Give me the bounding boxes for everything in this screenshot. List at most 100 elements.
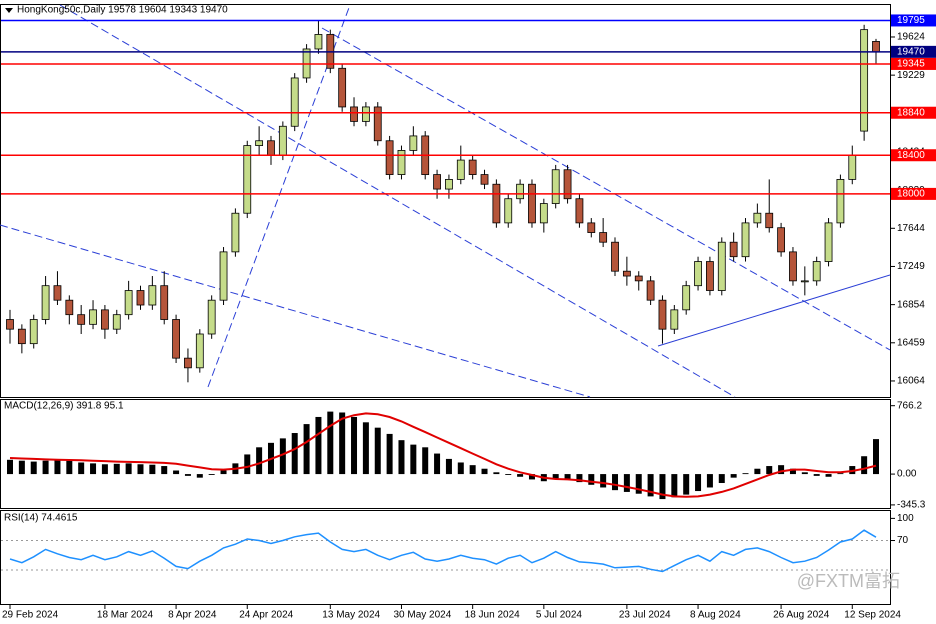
candle-body — [17, 328, 26, 345]
candle-body — [101, 309, 109, 330]
macd-bar — [208, 474, 215, 475]
macd-bar — [339, 412, 346, 475]
candle-body — [634, 275, 643, 282]
candle-body — [848, 154, 857, 180]
macd-bar — [837, 473, 844, 475]
macd-bar — [801, 472, 808, 475]
macd-bar — [695, 474, 702, 492]
candle-body — [646, 280, 655, 301]
candle-body — [622, 270, 631, 277]
y-tick-label: 19624 — [897, 32, 925, 43]
candle-body — [433, 174, 441, 190]
macd-bar — [256, 447, 263, 475]
candle-body — [112, 314, 121, 330]
macd-bar — [813, 474, 820, 476]
candle-body — [445, 179, 453, 190]
x-tick-label: 8 Aug 2024 — [690, 610, 741, 621]
x-tick-label: 26 Aug 2024 — [773, 610, 830, 621]
macd-bar — [718, 474, 725, 484]
candle-body — [172, 319, 180, 359]
candle-body — [89, 309, 97, 325]
macd-bar — [493, 472, 500, 475]
macd-bar — [101, 464, 108, 475]
candle-body — [184, 357, 192, 369]
level-label-box — [891, 57, 936, 70]
macd-bar — [730, 474, 737, 478]
macd-bar — [517, 474, 524, 477]
macd-bar — [149, 464, 156, 475]
macd-bar — [42, 460, 49, 475]
candle-body — [314, 34, 323, 50]
candle-body — [267, 140, 275, 156]
candle-body — [350, 106, 358, 122]
macd-bar — [30, 461, 37, 475]
candle-body — [480, 174, 489, 185]
candle-body — [278, 125, 287, 156]
candle-body — [729, 241, 738, 258]
level-label: 19795 — [897, 15, 925, 26]
y-tick-label: 16854 — [897, 299, 925, 310]
macd-bar — [576, 474, 583, 483]
level-label-box — [891, 14, 936, 27]
macd-bar — [564, 474, 571, 480]
candle-body — [492, 183, 501, 224]
level-label: 18400 — [897, 150, 925, 161]
candle-body — [682, 285, 691, 311]
candle-body — [231, 212, 240, 253]
x-tick-label: 18 Jun 2024 — [465, 610, 520, 621]
level-label: 19470 — [897, 47, 925, 58]
chart-header: HongKong50c,Daily 19578 19604 19343 1947… — [17, 5, 228, 16]
macd-bar — [78, 462, 85, 475]
candle-body — [243, 145, 252, 214]
candle-body — [611, 241, 619, 272]
candle-body — [65, 299, 74, 316]
candle-body — [41, 285, 50, 320]
candle-body — [338, 67, 347, 108]
macd-bar — [706, 474, 713, 488]
macd-bar — [505, 474, 512, 475]
candle-body — [207, 299, 216, 335]
candle-body — [717, 241, 726, 291]
macd-bar — [362, 422, 369, 475]
candle-body — [77, 314, 86, 325]
candle-body — [516, 183, 525, 200]
macd-bar — [873, 439, 879, 475]
macd-bar — [398, 440, 405, 475]
candle-body — [551, 169, 560, 204]
candle-body — [741, 222, 750, 258]
x-tick-label: 29 Feb 2024 — [2, 610, 59, 621]
price-panel — [0, 4, 891, 398]
macd-bar — [196, 474, 203, 478]
macd-bar — [7, 459, 13, 475]
y-tick-label: 70 — [897, 535, 909, 546]
macd-bar — [173, 470, 180, 475]
y-tick-label: 0.00 — [897, 469, 917, 480]
candle-body — [160, 285, 169, 320]
macd-bar — [778, 465, 785, 475]
candle-body — [753, 212, 762, 224]
y-tick-label: 19229 — [897, 70, 925, 81]
macd-bar — [766, 466, 773, 475]
candle-body — [658, 299, 667, 330]
macd-bar — [659, 474, 666, 500]
level-label-box — [891, 106, 936, 119]
candle-body — [136, 290, 145, 306]
candle-body — [575, 198, 584, 224]
x-tick-label: 24 Apr 2024 — [239, 610, 293, 621]
macd-bar — [113, 463, 120, 475]
candle-body — [255, 140, 264, 146]
macd-bar — [125, 463, 132, 475]
level-label: 18840 — [897, 107, 925, 118]
macd-bar — [754, 468, 761, 475]
candle-body — [409, 135, 418, 151]
candle-body — [373, 106, 382, 142]
macd-bar — [386, 433, 393, 475]
candle-body — [468, 159, 477, 175]
candle-body — [124, 290, 133, 316]
macd-bar — [303, 424, 310, 475]
macd-bar — [612, 474, 619, 491]
macd-bar — [861, 456, 868, 475]
candle-body — [504, 198, 513, 224]
candle-body — [361, 106, 370, 122]
